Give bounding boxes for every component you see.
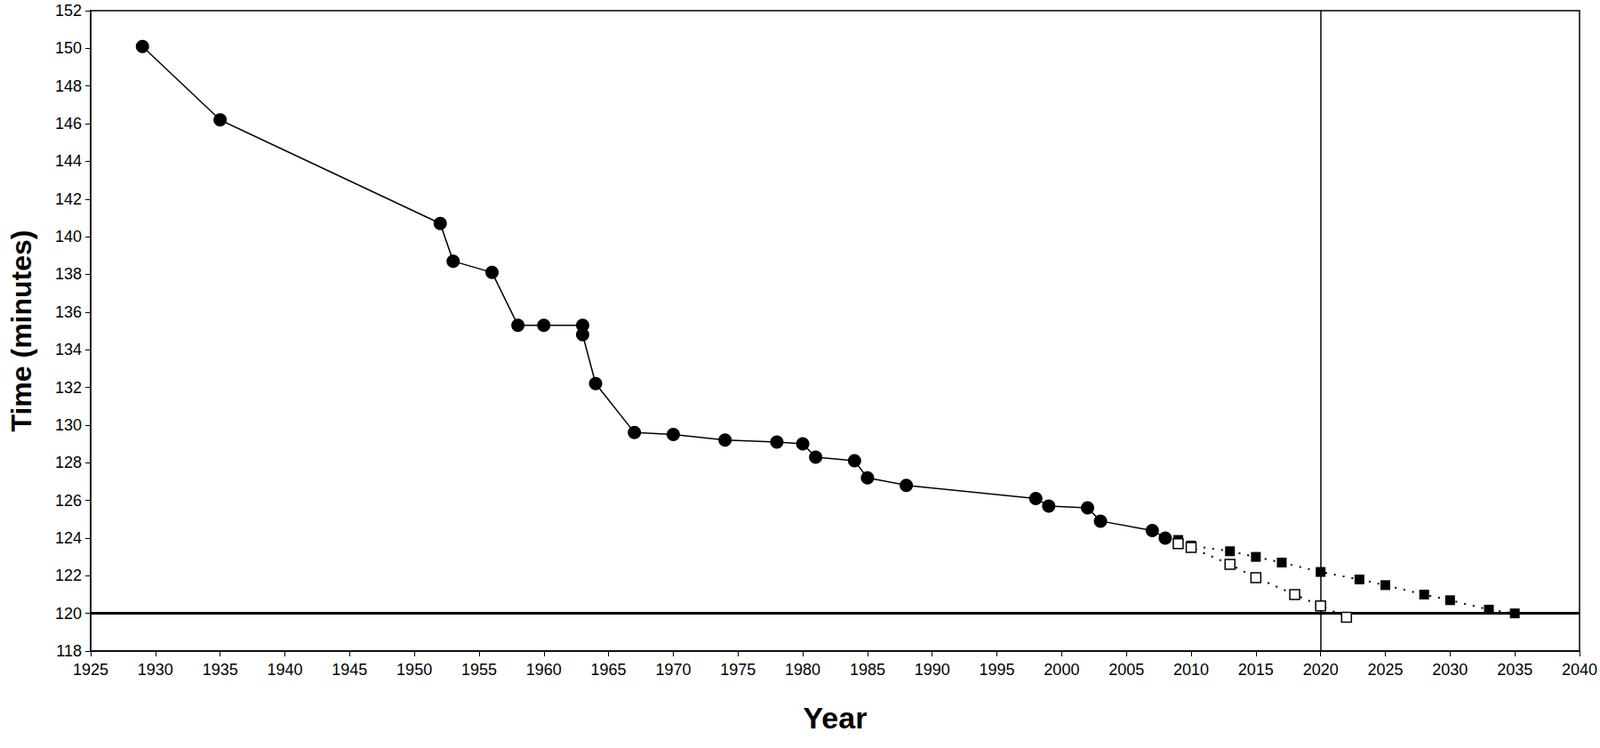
svg-text:130: 130	[55, 416, 82, 434]
svg-text:1965: 1965	[591, 660, 627, 679]
svg-text:138: 138	[55, 264, 82, 283]
svg-text:1990: 1990	[914, 660, 951, 679]
svg-text:122: 122	[55, 566, 82, 584]
svg-text:2005: 2005	[1108, 660, 1144, 679]
svg-text:1970: 1970	[655, 660, 691, 679]
svg-text:152: 152	[55, 1, 82, 20]
svg-text:2025: 2025	[1367, 660, 1403, 679]
svg-text:150: 150	[55, 39, 82, 57]
svg-text:124: 124	[55, 528, 82, 547]
svg-text:1950: 1950	[396, 660, 432, 679]
svg-text:136: 136	[55, 303, 82, 321]
svg-text:2000: 2000	[1043, 660, 1080, 679]
svg-text:140: 140	[55, 227, 82, 246]
svg-text:1925: 1925	[72, 660, 109, 679]
svg-text:146: 146	[55, 114, 82, 133]
svg-text:2035: 2035	[1496, 660, 1533, 679]
svg-text:1940: 1940	[266, 660, 303, 679]
svg-text:1980: 1980	[784, 660, 821, 679]
svg-text:1960: 1960	[526, 660, 562, 679]
svg-text:Time (minutes): Time (minutes)	[5, 230, 38, 432]
svg-text:134: 134	[55, 340, 82, 359]
svg-text:1975: 1975	[720, 660, 756, 679]
svg-text:2015: 2015	[1238, 660, 1274, 679]
svg-text:148: 148	[55, 77, 82, 96]
svg-text:1935: 1935	[202, 660, 239, 679]
svg-text:2010: 2010	[1173, 660, 1209, 679]
svg-text:120: 120	[55, 604, 82, 623]
svg-text:126: 126	[55, 491, 82, 510]
svg-text:142: 142	[55, 190, 82, 208]
svg-text:132: 132	[55, 378, 82, 397]
svg-text:144: 144	[55, 152, 82, 170]
svg-text:118: 118	[56, 641, 82, 660]
svg-text:1930: 1930	[137, 660, 174, 679]
svg-text:1985: 1985	[849, 660, 886, 679]
svg-text:2020: 2020	[1303, 660, 1339, 679]
svg-text:1945: 1945	[331, 660, 368, 679]
svg-text:128: 128	[55, 453, 82, 472]
svg-text:2040: 2040	[1561, 660, 1598, 679]
svg-text:Year: Year	[803, 700, 868, 735]
svg-text:1995: 1995	[979, 660, 1016, 679]
svg-text:1955: 1955	[461, 660, 497, 679]
svg-text:2030: 2030	[1432, 660, 1468, 679]
